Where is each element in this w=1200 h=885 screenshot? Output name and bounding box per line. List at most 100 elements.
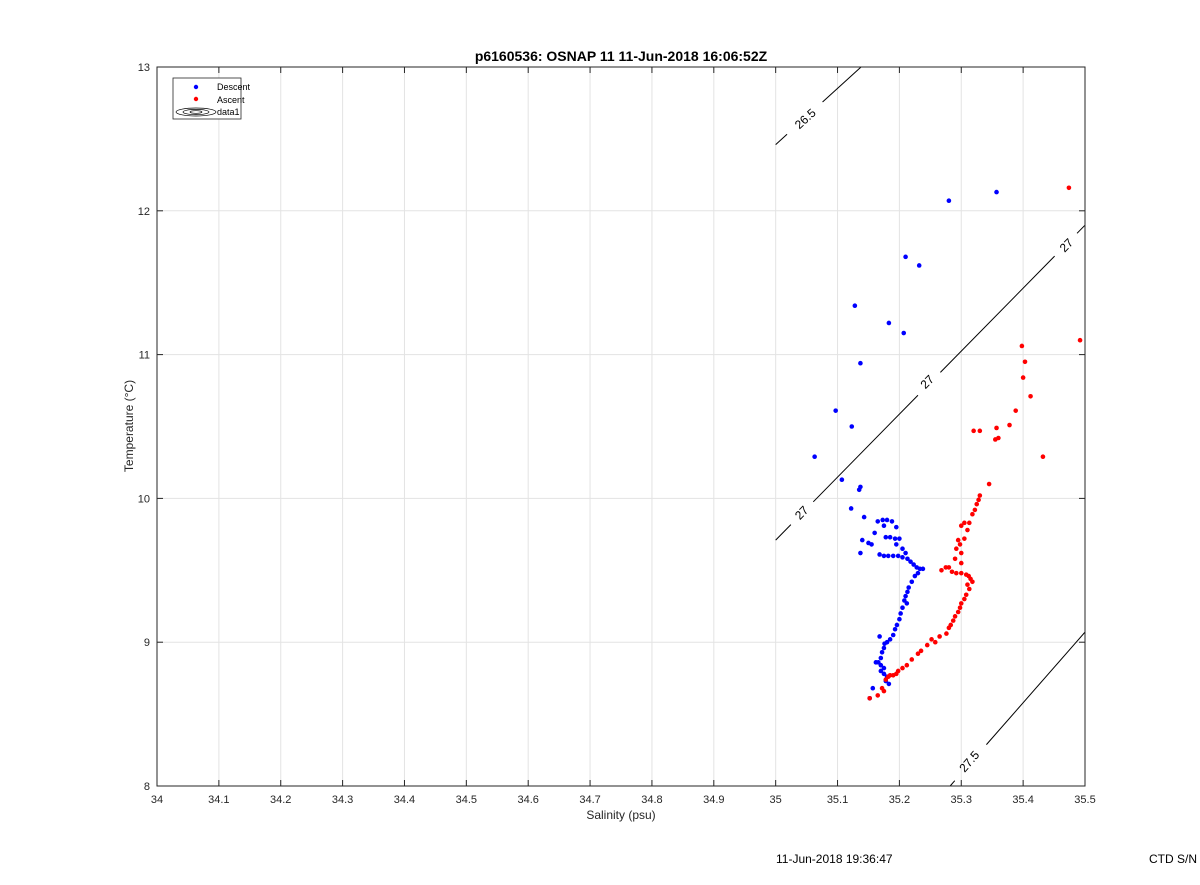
- legend: Descent Ascent data1: [172, 77, 251, 120]
- descent-point: [884, 517, 890, 523]
- x-tick-label: 34.6: [517, 794, 538, 806]
- ascent-point: [867, 695, 873, 701]
- ascent-point: [958, 560, 964, 566]
- descent-point: [894, 622, 900, 628]
- ascent-point: [1022, 359, 1028, 365]
- density-contours: 26.5 27 27 27 27.5: [775, 66, 1086, 787]
- ascent-point: [1028, 394, 1033, 399]
- descent-point: [870, 685, 876, 691]
- descent-point: [858, 550, 863, 556]
- descent-point: [890, 553, 896, 559]
- ascent-point: [986, 481, 992, 487]
- ascent-point: [1066, 185, 1072, 191]
- chart-title: p6160536: OSNAP 11 11-Jun-2018 16:06:52Z: [475, 48, 768, 64]
- descent-point: [875, 519, 881, 524]
- descent-point: [877, 552, 882, 557]
- x-tick-label: 35.1: [827, 794, 848, 806]
- ascent-point: [1020, 375, 1026, 380]
- ascent-point: [904, 662, 910, 668]
- descent-point: [894, 542, 899, 547]
- descent-point: [905, 556, 910, 562]
- y-axis-label: Temperature (°C): [122, 380, 136, 472]
- descent-point: [916, 263, 922, 268]
- y-tick-label: 9: [144, 637, 150, 649]
- axes-frame: [156, 66, 1086, 787]
- descent-point: [994, 189, 999, 195]
- descent-point: [895, 553, 901, 559]
- ascent-point: [918, 648, 924, 654]
- descent-point: [880, 517, 885, 523]
- ascent-point: [883, 677, 889, 682]
- descent-point: [897, 616, 902, 622]
- ascent-point: [929, 637, 934, 642]
- descent-point: [903, 254, 908, 260]
- descent-point: [878, 668, 884, 674]
- descent-point: [906, 585, 911, 590]
- ascent-point: [962, 536, 967, 541]
- descent-point: [890, 632, 896, 638]
- descent-point: [887, 534, 893, 540]
- legend-descent-marker: [193, 84, 199, 90]
- density-contour-line: [940, 255, 1055, 373]
- descent-point: [908, 559, 913, 564]
- descent-point: [911, 562, 916, 567]
- descent-point: [879, 649, 885, 655]
- descent-point: [883, 534, 889, 540]
- density-contour-line: [775, 133, 788, 146]
- ascent-point: [992, 437, 998, 442]
- x-tick-label: 35.4: [1012, 794, 1033, 806]
- descent-point: [878, 662, 884, 668]
- ascent-point: [909, 657, 915, 662]
- ascent-point: [994, 425, 999, 431]
- grid: [156, 66, 1086, 787]
- y-tick-label: 11: [139, 350, 150, 362]
- ascent-point: [970, 511, 975, 517]
- descent-point: [849, 424, 855, 429]
- ascent-point: [974, 501, 980, 507]
- series-ascent: [867, 185, 1083, 701]
- x-tick-label: 34.1: [208, 794, 229, 806]
- x-tick-label: 35.3: [951, 794, 972, 806]
- ascent-point: [977, 493, 983, 498]
- ascent-point: [949, 569, 955, 575]
- descent-point: [900, 546, 905, 552]
- x-tick-label: 34.8: [641, 794, 662, 806]
- series-descent: [812, 189, 999, 701]
- ascent-point: [875, 693, 881, 698]
- density-contour-label: 26.5: [792, 106, 819, 132]
- y-tick-label: 10: [138, 493, 150, 505]
- legend-data1-label: data1: [217, 107, 240, 117]
- descent-point: [900, 605, 905, 610]
- density-contour-line: [949, 780, 956, 787]
- x-tick-label: 34: [151, 794, 163, 806]
- descent-point: [833, 408, 838, 413]
- descent-point: [892, 536, 898, 541]
- x-tick-label: 35: [770, 794, 782, 806]
- ascent-point: [1013, 408, 1019, 413]
- legend-ascent-marker: [193, 96, 199, 102]
- legend-contour-icon: [175, 107, 217, 117]
- x-axis-label: Salinity (psu): [586, 808, 655, 822]
- descent-point: [901, 330, 907, 336]
- ascent-point: [937, 634, 942, 639]
- descent-point: [904, 601, 910, 606]
- ascent-point: [962, 520, 967, 526]
- descent-point: [894, 524, 899, 530]
- descent-point: [881, 553, 887, 559]
- descent-point: [856, 487, 862, 493]
- descent-point: [909, 579, 915, 585]
- ascent-point: [1040, 454, 1046, 459]
- y-tick-label: 12: [138, 206, 150, 218]
- descent-point: [892, 626, 898, 632]
- descent-point: [903, 593, 908, 599]
- ascent-point: [977, 428, 983, 434]
- legend-ascent-label: Ascent: [217, 95, 245, 105]
- ascent-point: [1019, 343, 1025, 349]
- descent-point: [881, 665, 887, 671]
- ascent-point: [957, 605, 963, 610]
- ascent-point: [944, 631, 949, 636]
- ascent-point: [1077, 337, 1083, 343]
- descent-point: [881, 523, 887, 529]
- descent-point: [881, 671, 887, 677]
- descent-point: [861, 514, 867, 520]
